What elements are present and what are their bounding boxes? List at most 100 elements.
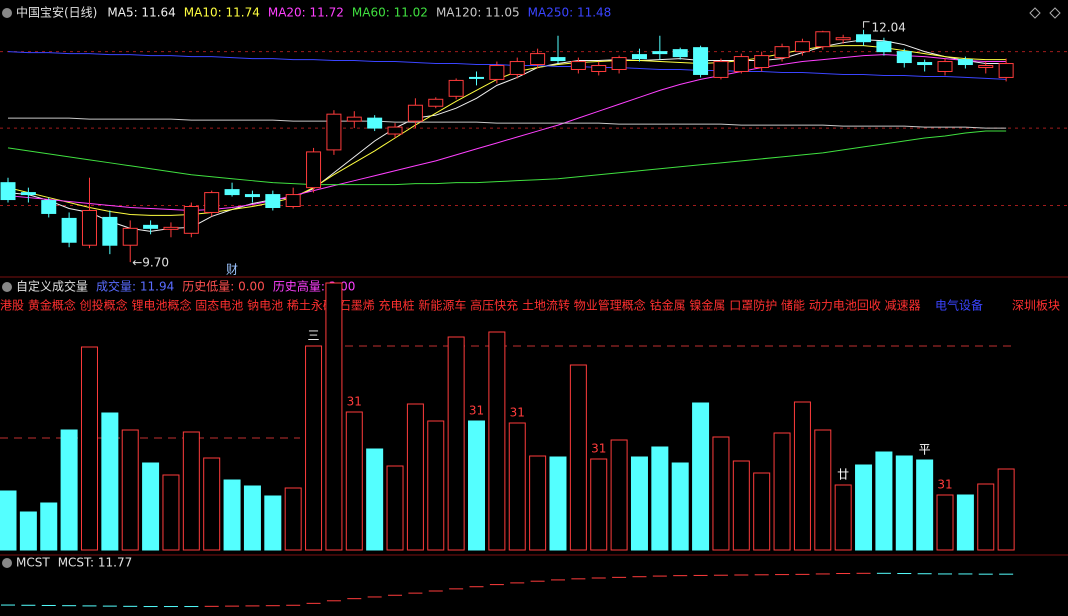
volume-bar <box>80 346 98 551</box>
candle-note: 财 <box>226 263 238 277</box>
candle-body <box>754 55 770 69</box>
candle-body <box>102 216 118 246</box>
menu-icon[interactable] <box>2 282 12 292</box>
volume-header: 成交量: 11.94 <box>96 279 174 294</box>
volume-bar <box>692 402 710 551</box>
menu-icon[interactable] <box>2 8 12 18</box>
volume-bar <box>488 331 506 551</box>
candle-body <box>183 205 199 234</box>
volume-bar <box>223 479 241 551</box>
candle-body <box>693 47 709 75</box>
legend-entry: MA20: 11.72 <box>268 6 344 20</box>
candle-body <box>713 61 729 78</box>
menu-icon[interactable] <box>2 558 12 568</box>
candle-body <box>835 37 851 41</box>
volume-header: 历史低量: 0.00 <box>182 280 265 294</box>
volume-bar <box>60 429 78 551</box>
ma-line <box>7 54 1007 211</box>
candle-body <box>265 194 281 208</box>
high-label: 12.04 <box>872 20 906 34</box>
volume-bar <box>549 456 567 551</box>
industry-tag: 电气设备 <box>935 298 983 313</box>
candle-body <box>428 98 444 107</box>
candle-body <box>978 65 994 69</box>
volume-bar <box>529 455 547 551</box>
candle-body <box>285 194 301 207</box>
volume-note: 廿 <box>837 468 849 482</box>
volume-bar <box>610 439 628 551</box>
volume-bar <box>916 459 934 551</box>
candle-body <box>244 194 260 198</box>
low-label: ←9.70 <box>132 256 169 270</box>
volume-bar <box>142 462 160 551</box>
candle-body <box>998 63 1014 78</box>
legend-entry: MA10: 11.74 <box>184 6 260 20</box>
volume-bar <box>468 420 486 551</box>
candle-body <box>469 76 485 79</box>
legend-entry: MA120: 11.05 <box>436 6 520 20</box>
volume-note: 31 <box>347 395 362 409</box>
volume-bar <box>793 401 811 551</box>
volume-bar <box>732 460 750 551</box>
candle-body <box>631 54 647 60</box>
mcst-title: MCST <box>16 556 50 570</box>
candle-body <box>937 61 953 72</box>
candle-body <box>652 51 668 55</box>
volume-bar <box>264 495 282 551</box>
candle-body <box>204 192 220 213</box>
volume-bar <box>386 465 404 551</box>
volume-note: 31 <box>510 406 525 420</box>
ma-line <box>7 45 1007 216</box>
volume-bar <box>753 472 771 551</box>
volume-header: 历史高量: 3.00 <box>273 279 356 294</box>
volume-bar <box>447 336 465 551</box>
candle-body <box>611 57 627 70</box>
legend-entry: MA60: 11.02 <box>352 6 428 20</box>
candle-body <box>61 217 77 243</box>
candle-body <box>163 226 179 230</box>
volume-bar <box>162 474 180 551</box>
region-tag: 深圳板块 <box>1012 299 1060 313</box>
window-icons[interactable] <box>1029 7 1061 19</box>
candle-body <box>387 126 403 135</box>
volume-bar <box>101 412 119 551</box>
volume-bar <box>569 364 587 551</box>
legend-entry: MA250: 11.48 <box>528 6 612 20</box>
volume-bar <box>895 455 913 551</box>
main-title: 中国宝安(日线) <box>16 5 97 20</box>
ma-line <box>8 117 1007 129</box>
ma-line <box>7 51 1007 80</box>
candle-body <box>20 192 36 196</box>
volume-note: 31 <box>591 442 606 456</box>
volume-bar <box>855 464 873 551</box>
volume-note: 31 <box>469 404 484 418</box>
concept-tags: 港股 黄金概念 创投概念 锂电池概念 固态电池 钠电池 稀土永磁 石墨烯 充电桩… <box>0 298 921 313</box>
candle-body <box>509 61 525 75</box>
candle-body <box>530 53 546 66</box>
volume-bar <box>630 456 648 551</box>
volume-bar <box>814 429 832 551</box>
volume-bar <box>671 462 689 551</box>
candle-body <box>326 113 342 151</box>
volume-bar <box>40 502 58 551</box>
candle-body <box>591 65 607 72</box>
volume-title: 自定义成交量 <box>16 279 88 294</box>
legend-entry: MA5: 11.64 <box>107 6 175 20</box>
candle-body <box>794 41 810 53</box>
volume-note: 平 <box>919 443 931 457</box>
candle-body <box>448 79 464 97</box>
volume-bar <box>325 282 343 551</box>
candle-body <box>224 189 240 196</box>
volume-bar <box>712 436 730 551</box>
candle-body <box>733 56 749 72</box>
candle-body <box>815 31 831 48</box>
volume-bar <box>121 429 139 551</box>
candle-body <box>774 46 790 59</box>
candle-body <box>143 224 159 229</box>
candle-body <box>81 209 97 246</box>
volume-bar <box>875 451 893 551</box>
candle-body <box>917 62 933 66</box>
candle-body <box>0 182 16 201</box>
